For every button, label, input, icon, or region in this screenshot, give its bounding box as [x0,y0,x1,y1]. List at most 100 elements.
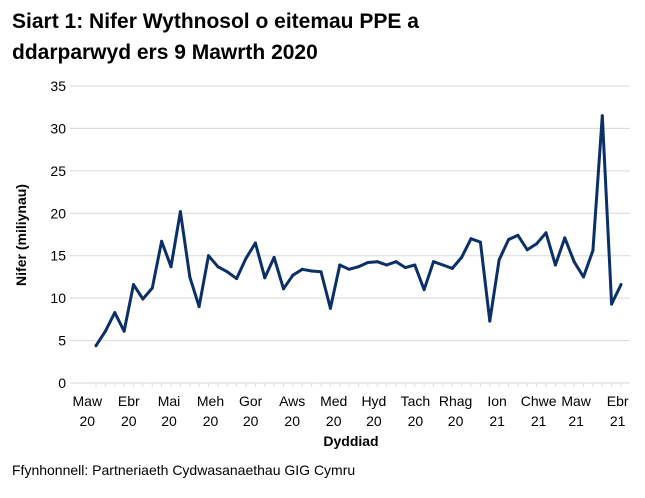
x-tick-label-month: Ebr [607,393,629,409]
data-point [328,306,332,310]
data-point [478,240,482,244]
x-tick-label-year: 21 [568,413,584,429]
data-point [188,275,192,279]
data-point [272,255,276,259]
data-point [319,270,323,274]
x-tick-label-year: 20 [243,413,259,429]
data-point [132,283,135,287]
data-point [375,260,379,264]
data-point [394,260,398,264]
y-tick-label: 35 [50,78,66,94]
x-tick-label-year: 20 [408,413,424,429]
x-tick-label-year: 20 [448,413,464,429]
data-point [544,231,548,235]
x-tick-label-month: Ion [487,393,506,409]
y-tick-label: 15 [50,248,66,264]
data-point [366,261,370,265]
data-point [178,210,182,214]
data-point [507,238,510,242]
x-tick-label-year: 20 [326,413,342,429]
data-point [357,265,360,269]
data-point [244,256,248,260]
y-tick-label: 10 [50,290,66,306]
data-point [600,114,604,118]
x-tick-label-month: Chwe [521,393,557,409]
x-tick-label-month: Maw [561,393,591,409]
x-tick-label-year: 21 [489,413,505,429]
data-point [160,239,164,243]
data-point [347,267,351,271]
data-point [460,255,464,259]
x-tick-label-year: 20 [284,413,300,429]
data-point [94,344,98,348]
y-tick-label: 30 [50,120,66,136]
data-point [403,266,407,270]
y-tick-label: 5 [58,333,66,349]
x-tick-label-month: Mai [158,393,181,409]
data-point [450,266,454,270]
data-point [113,311,117,315]
data-point [441,263,445,267]
data-point [497,258,501,262]
data-point [207,254,210,258]
x-tick-label-month: Med [320,393,347,409]
data-point [553,263,557,267]
y-tick-label: 0 [58,375,66,391]
data-point [413,263,417,267]
data-point [525,248,529,252]
y-tick-label: 20 [50,205,66,221]
data-point [385,263,389,267]
data-point [300,267,304,271]
data-point [291,273,295,277]
data-point [150,286,154,290]
x-tick-label-month: Gor [239,393,263,409]
data-point [103,329,107,333]
data-point [310,269,314,273]
chart-title-line1: Siart 1: Nifer Wythnosol o eitemau PPE a [12,10,419,33]
x-axis-label: Dyddiad [323,433,378,449]
x-tick-label-year: 20 [203,413,219,429]
data-point [263,276,267,280]
data-point [619,283,623,287]
data-point [422,288,426,292]
chart-title: Siart 1: Nifer Wythnosol o eitemau PPE a… [12,6,419,68]
data-point [516,233,520,237]
data-point [469,237,473,241]
data-point [338,263,342,267]
data-point [610,302,614,306]
y-tick-label: 25 [50,163,66,179]
x-tick-label-month: Aws [279,393,305,409]
data-point [216,265,220,269]
data-point [488,319,492,323]
x-tick-label-year: 20 [366,413,382,429]
x-tick-label-month: Maw [73,393,103,409]
source-note: Ffynhonnell: Partneriaeth Cydwasanaethau… [12,462,356,478]
x-tick-label-month: Hyd [361,393,386,409]
x-tick-label-year: 21 [531,413,547,429]
data-point [282,287,285,291]
data-point [235,277,239,281]
data-point [582,275,585,279]
data-point [197,305,201,309]
data-point [122,329,126,333]
data-point [141,297,145,301]
data-point [225,270,229,274]
data-point [535,242,539,246]
data-point [563,236,567,240]
x-tick-label-month: Tach [401,393,431,409]
series-line [94,114,623,348]
y-axis-label: Nifer (miliynau) [13,184,29,286]
x-tick-label-year: 21 [610,413,626,429]
x-tick-label-month: Meh [197,393,224,409]
chart-title-line2: ddarparwyd ers 9 Mawrth 2020 [12,41,318,64]
x-tick-label-year: 20 [161,413,177,429]
data-point [572,260,576,264]
x-tick-label-year: 20 [79,413,95,429]
x-tick-label-month: Ebr [118,393,140,409]
x-tick-label-month: Rhag [439,393,472,409]
data-point [432,260,435,264]
data-point [591,249,595,253]
x-tick-label-year: 20 [121,413,137,429]
